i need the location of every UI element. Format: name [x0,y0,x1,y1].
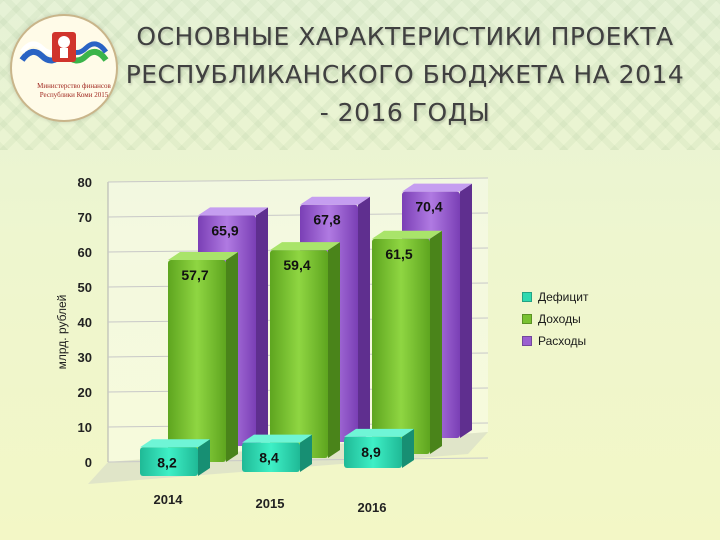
x-tick-label: 2014 [154,492,184,507]
bar-top-1-2 [372,230,442,239]
y-tick-label: 70 [78,210,92,225]
bar-top-1-1 [270,242,340,251]
bar-side-2-1 [358,196,370,442]
bar-side-2-2 [460,183,472,438]
page-title: ОСНОВНЫЕ ХАРАКТЕРИСТИКИ ПРОЕКТА РЕСПУБЛИ… [125,22,685,127]
labels-layer: 0 10 20 30 40 50 60 70 80 млрд. рублей 65,9 67,8 70,… [55,175,443,515]
bar-side-0-2 [402,428,414,468]
bar-top-0-1 [242,434,312,443]
background-pattern [0,0,720,150]
y-tick-label: 10 [78,420,92,435]
bars-layer [140,183,472,476]
bar-0-1 [242,442,300,472]
bar-side-2-0 [256,207,268,446]
legend-swatch-deficit [522,292,532,302]
bar-top-2-0 [198,207,268,216]
bar-top-0-2 [344,428,414,437]
legend-swatch-expenses [522,336,532,346]
data-label: 65,9 [211,222,238,238]
bar-1-0 [168,260,226,462]
legend-label-deficit: Дефицит [538,290,589,304]
bar-top-1-0 [168,252,238,261]
legend-label-income: Доходы [538,312,581,326]
data-label: 8,9 [361,444,381,460]
bar-side-0-1 [300,434,312,472]
y-tick-label: 30 [78,350,92,365]
legend-item-expenses: Расходы [522,330,588,352]
bar-side-1-2 [430,230,442,454]
data-label: 67,8 [313,212,340,228]
logo-emblem-icon [19,32,109,64]
y-tick-label: 80 [78,175,92,190]
bar-side-1-0 [226,252,238,462]
bar-top-2-2 [402,183,472,192]
legend-swatch-income [522,314,532,324]
bar-1-1 [270,250,328,458]
data-label: 70,4 [415,199,442,215]
x-tick-label: 2016 [358,500,387,515]
bar-1-2 [372,238,430,454]
legend-item-deficit: Дефицит [522,286,588,308]
y-axis-title: млрд. рублей [55,295,69,370]
chart-legend: Дефицит Доходы Расходы [522,286,588,352]
ministry-logo: Министерство финансов Республики Коми 20… [10,14,118,122]
legend-label-expenses: Расходы [538,334,587,348]
x-tick-label: 2015 [256,496,285,511]
legend-item-income: Доходы [522,308,588,330]
y-tick-label: 20 [78,385,92,400]
y-tick-label: 40 [78,315,92,330]
y-tick-label: 60 [78,245,92,260]
data-label: 57,7 [181,267,208,283]
y-tick-label: 50 [78,280,92,295]
bar-side-0-0 [198,439,210,476]
gridline [107,177,489,183]
data-label: 59,4 [283,257,310,273]
bar-0-0 [140,447,198,476]
data-label: 61,5 [385,246,412,262]
bar-top-2-1 [300,196,370,205]
bar-top-0-0 [140,439,210,448]
data-label: 8,4 [259,450,279,466]
y-tick-label: 0 [85,455,92,470]
bar-side-1-1 [328,242,340,458]
bar-0-2 [344,436,402,468]
data-label: 8,2 [157,454,177,470]
logo-text: Министерство финансов Республики Коми 20… [37,82,111,99]
